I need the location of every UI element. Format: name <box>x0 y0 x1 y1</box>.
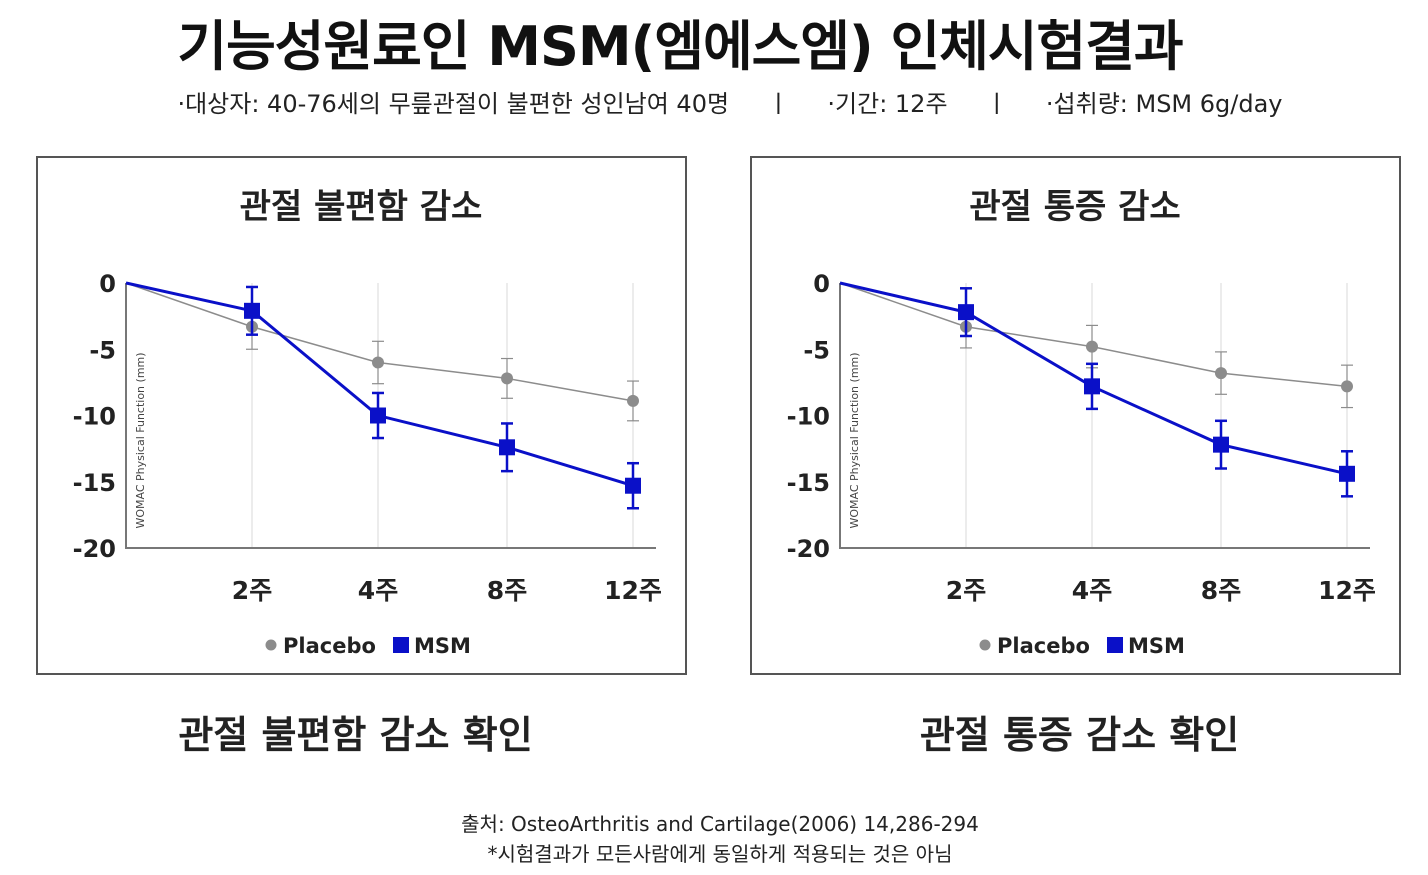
y-tick-label: -20 <box>787 535 830 563</box>
data-point-placebo <box>1341 380 1353 393</box>
y-tick-label: -5 <box>89 336 116 364</box>
chart-title: 관절 통증 감소 <box>969 187 1180 227</box>
y-axis-label: WOMAC Physical Function (mm) <box>848 352 861 528</box>
data-point-msm <box>1213 436 1229 453</box>
data-point-msm <box>244 302 260 319</box>
chart-discomfort: 관절 불편함 감소 0 -5 -10 -15 -20 WOMAC Physical Func… <box>73 187 662 658</box>
legend-label: Placebo <box>997 634 1090 658</box>
chart-title: 관절 불편함 감소 <box>240 187 483 227</box>
data-point-msm <box>958 304 974 321</box>
caption-pain: 관절 통증 감소 확인 <box>919 713 1240 757</box>
data-point-msm <box>1084 378 1100 395</box>
y-tick-label: 0 <box>99 270 116 298</box>
x-tick-label: 4주 <box>1072 576 1112 605</box>
data-point-placebo <box>627 394 639 407</box>
x-tick-label: 12주 <box>604 576 662 605</box>
data-point-msm <box>370 407 386 424</box>
data-point-msm <box>499 439 515 456</box>
legend-marker-msm <box>393 637 409 653</box>
data-point-placebo <box>1215 367 1227 380</box>
series-line-placebo <box>839 282 1348 388</box>
data-point-placebo <box>1086 340 1098 353</box>
y-tick-label: -20 <box>73 535 116 563</box>
x-tick-label: 2주 <box>946 576 986 605</box>
x-tick-label: 12주 <box>1318 576 1376 605</box>
caption-discomfort: 관절 불편함 감소 확인 <box>178 713 533 757</box>
page-title: 기능성원료인 MSM(엠에스엠) 인체시험결과 <box>177 15 1183 78</box>
disclaimer-note: *시험결과가 모든사람에게 동일하게 적용되는 것은 아님 <box>487 842 953 866</box>
legend-label: MSM <box>414 634 471 658</box>
y-tick-label: -15 <box>73 469 116 497</box>
x-tick-label: 8주 <box>1201 576 1241 605</box>
legend-marker-placebo <box>979 639 991 651</box>
y-tick-label: -15 <box>787 469 830 497</box>
y-tick-label: 0 <box>813 270 830 298</box>
legend-label: MSM <box>1128 634 1185 658</box>
chart-panel-pain: 관절 통증 감소 0 -5 -10 -15 -20 WOMAC Physical Funct… <box>750 156 1401 675</box>
x-tick-label: 4주 <box>358 576 398 605</box>
data-point-msm <box>625 477 641 494</box>
data-point-msm <box>1339 465 1355 482</box>
study-info: ·대상자: 40-76세의 무릎관절이 불편한 성인남여 40명 ㅣ ·기간: … <box>177 90 1283 118</box>
legend-label: Placebo <box>283 634 376 658</box>
y-tick-label: -10 <box>787 403 830 431</box>
series-line-msm <box>125 281 634 488</box>
source-citation: 출처: OsteoArthritis and Cartilage(2006) 1… <box>461 812 979 836</box>
legend-marker-placebo <box>265 639 277 651</box>
data-point-placebo <box>501 372 513 385</box>
data-point-placebo <box>372 356 384 369</box>
x-tick-label: 8주 <box>487 576 527 605</box>
y-tick-label: -10 <box>73 403 116 431</box>
chart-panel-discomfort: 관절 불편함 감소 0 -5 -10 -15 -20 WOMAC Physical Func… <box>36 156 687 675</box>
legend-marker-msm <box>1107 637 1123 653</box>
chart-pain: 관절 통증 감소 0 -5 -10 -15 -20 WOMAC Physical Funct… <box>787 187 1376 658</box>
x-tick-label: 2주 <box>232 576 272 605</box>
y-axis-label: WOMAC Physical Function (mm) <box>134 352 147 528</box>
y-tick-label: -5 <box>803 336 830 364</box>
